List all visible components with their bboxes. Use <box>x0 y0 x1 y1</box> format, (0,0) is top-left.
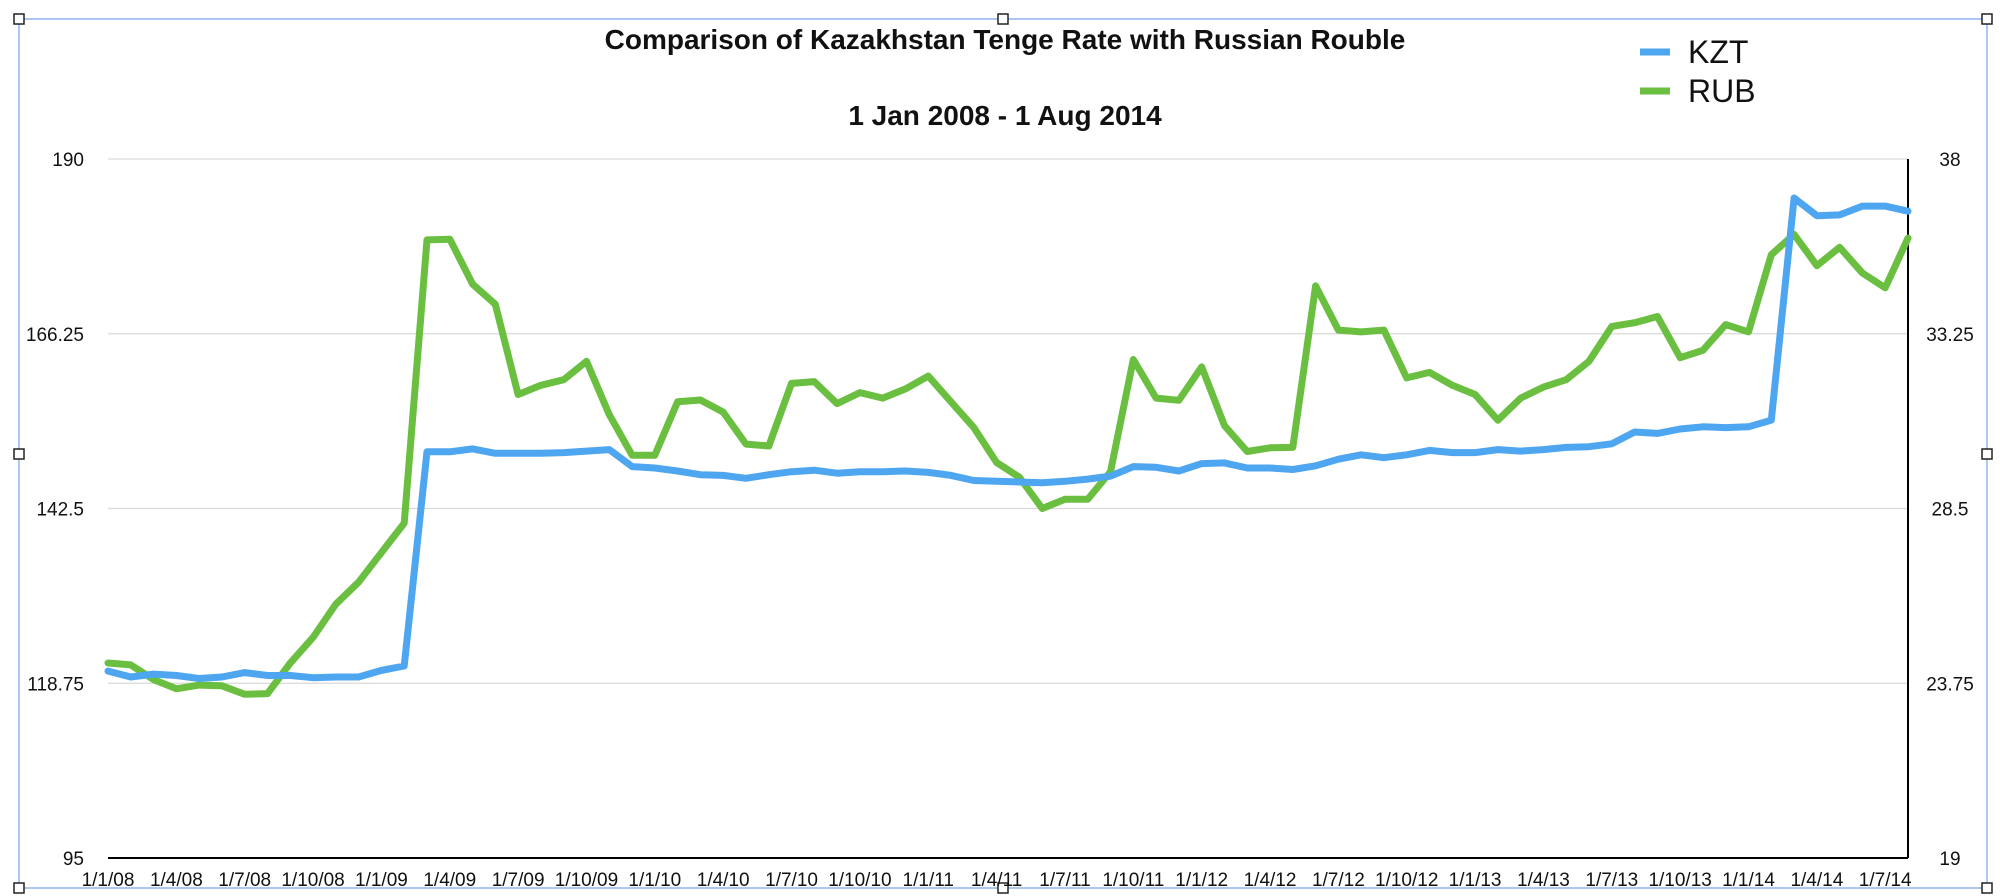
x-tick-label: 1/4/08 <box>150 870 203 891</box>
resize-handle-top-right[interactable] <box>1981 13 1993 25</box>
x-tick-label: 1/1/09 <box>355 870 408 891</box>
chart-subtitle: 1 Jan 2008 - 1 Aug 2014 <box>848 100 1162 131</box>
x-tick-label: 1/4/12 <box>1244 870 1297 891</box>
resize-handle-bottom-center[interactable] <box>997 882 1009 894</box>
y-left-tick-label: 166.25 <box>26 325 84 346</box>
x-tick-label: 1/7/12 <box>1312 870 1365 891</box>
x-tick-label: 1/4/10 <box>697 870 750 891</box>
y-left-tick-label: 190 <box>52 150 84 171</box>
x-tick-labels: 1/1/08 1/4/08 1/7/08 1/10/08 1/1/09 1/4/09 1/7… <box>82 870 1912 891</box>
x-tick-label: 1/7/09 <box>492 870 545 891</box>
x-tick-label: 1/10/13 <box>1648 870 1711 891</box>
resize-handle-top-center[interactable] <box>997 13 1009 25</box>
chart-title: Comparison of Kazakhstan Tenge Rate with… <box>605 24 1406 55</box>
x-tick-label: 1/10/11 <box>1102 870 1164 891</box>
x-tick-label: 1/1/11 <box>903 870 954 891</box>
series-lines <box>104 194 1912 698</box>
x-tick-label: 1/1/10 <box>628 870 681 891</box>
y-left-tick-label: 95 <box>63 849 84 870</box>
y-right-tick-label: 33.25 <box>1926 325 1974 346</box>
x-tick-label: 1/4/13 <box>1517 870 1570 891</box>
resize-handle-top-left[interactable] <box>13 13 25 25</box>
x-tick-label: 1/4/14 <box>1790 870 1843 891</box>
y-left-tick-labels: 95 118.75 142.5 166.25 190 <box>26 150 84 870</box>
legend-label-kzt: KZT <box>1688 34 1748 70</box>
y-left-tick-label: 118.75 <box>27 674 84 695</box>
x-tick-label: 1/10/09 <box>555 870 618 891</box>
resize-handle-middle-right[interactable] <box>1981 448 1993 460</box>
resize-handle-bottom-left[interactable] <box>13 882 25 894</box>
x-tick-label: 1/10/12 <box>1375 870 1438 891</box>
series-line-kzt <box>104 194 1912 682</box>
y-left-tick-label: 142.5 <box>36 500 84 521</box>
x-tick-label: 1/10/10 <box>828 870 891 891</box>
y-right-tick-labels: 19 23.75 28.5 33.25 38 <box>1926 150 1974 870</box>
x-tick-label: 1/4/11 <box>971 870 1022 891</box>
x-tick-label: 1/10/08 <box>281 870 344 891</box>
legend-label-rub: RUB <box>1688 73 1756 109</box>
series-line-rub <box>104 230 1912 698</box>
y-right-tick-label: 19 <box>1939 849 1960 870</box>
resize-handle-bottom-right[interactable] <box>1981 882 1993 894</box>
x-tick-label: 1/7/14 <box>1859 870 1912 891</box>
resize-handle-middle-left[interactable] <box>13 448 25 460</box>
x-tick-label: 1/7/10 <box>765 870 818 891</box>
x-tick-label: 1/1/14 <box>1722 870 1775 891</box>
x-tick-label: 1/7/08 <box>218 870 271 891</box>
axes <box>108 159 1909 859</box>
y-right-tick-label: 28.5 <box>1932 500 1969 521</box>
x-tick-label: 1/1/08 <box>82 870 135 891</box>
x-tick-label: 1/1/13 <box>1449 870 1502 891</box>
y-right-tick-label: 23.75 <box>1926 674 1974 695</box>
y-right-tick-label: 38 <box>1939 150 1960 171</box>
x-tick-label: 1/7/11 <box>1039 870 1090 891</box>
x-tick-label: 1/7/13 <box>1585 870 1638 891</box>
selection-frame <box>18 18 1988 889</box>
x-tick-label: 1/4/09 <box>423 870 476 891</box>
gridlines <box>108 158 1908 684</box>
x-tick-label: 1/1/12 <box>1175 870 1228 891</box>
